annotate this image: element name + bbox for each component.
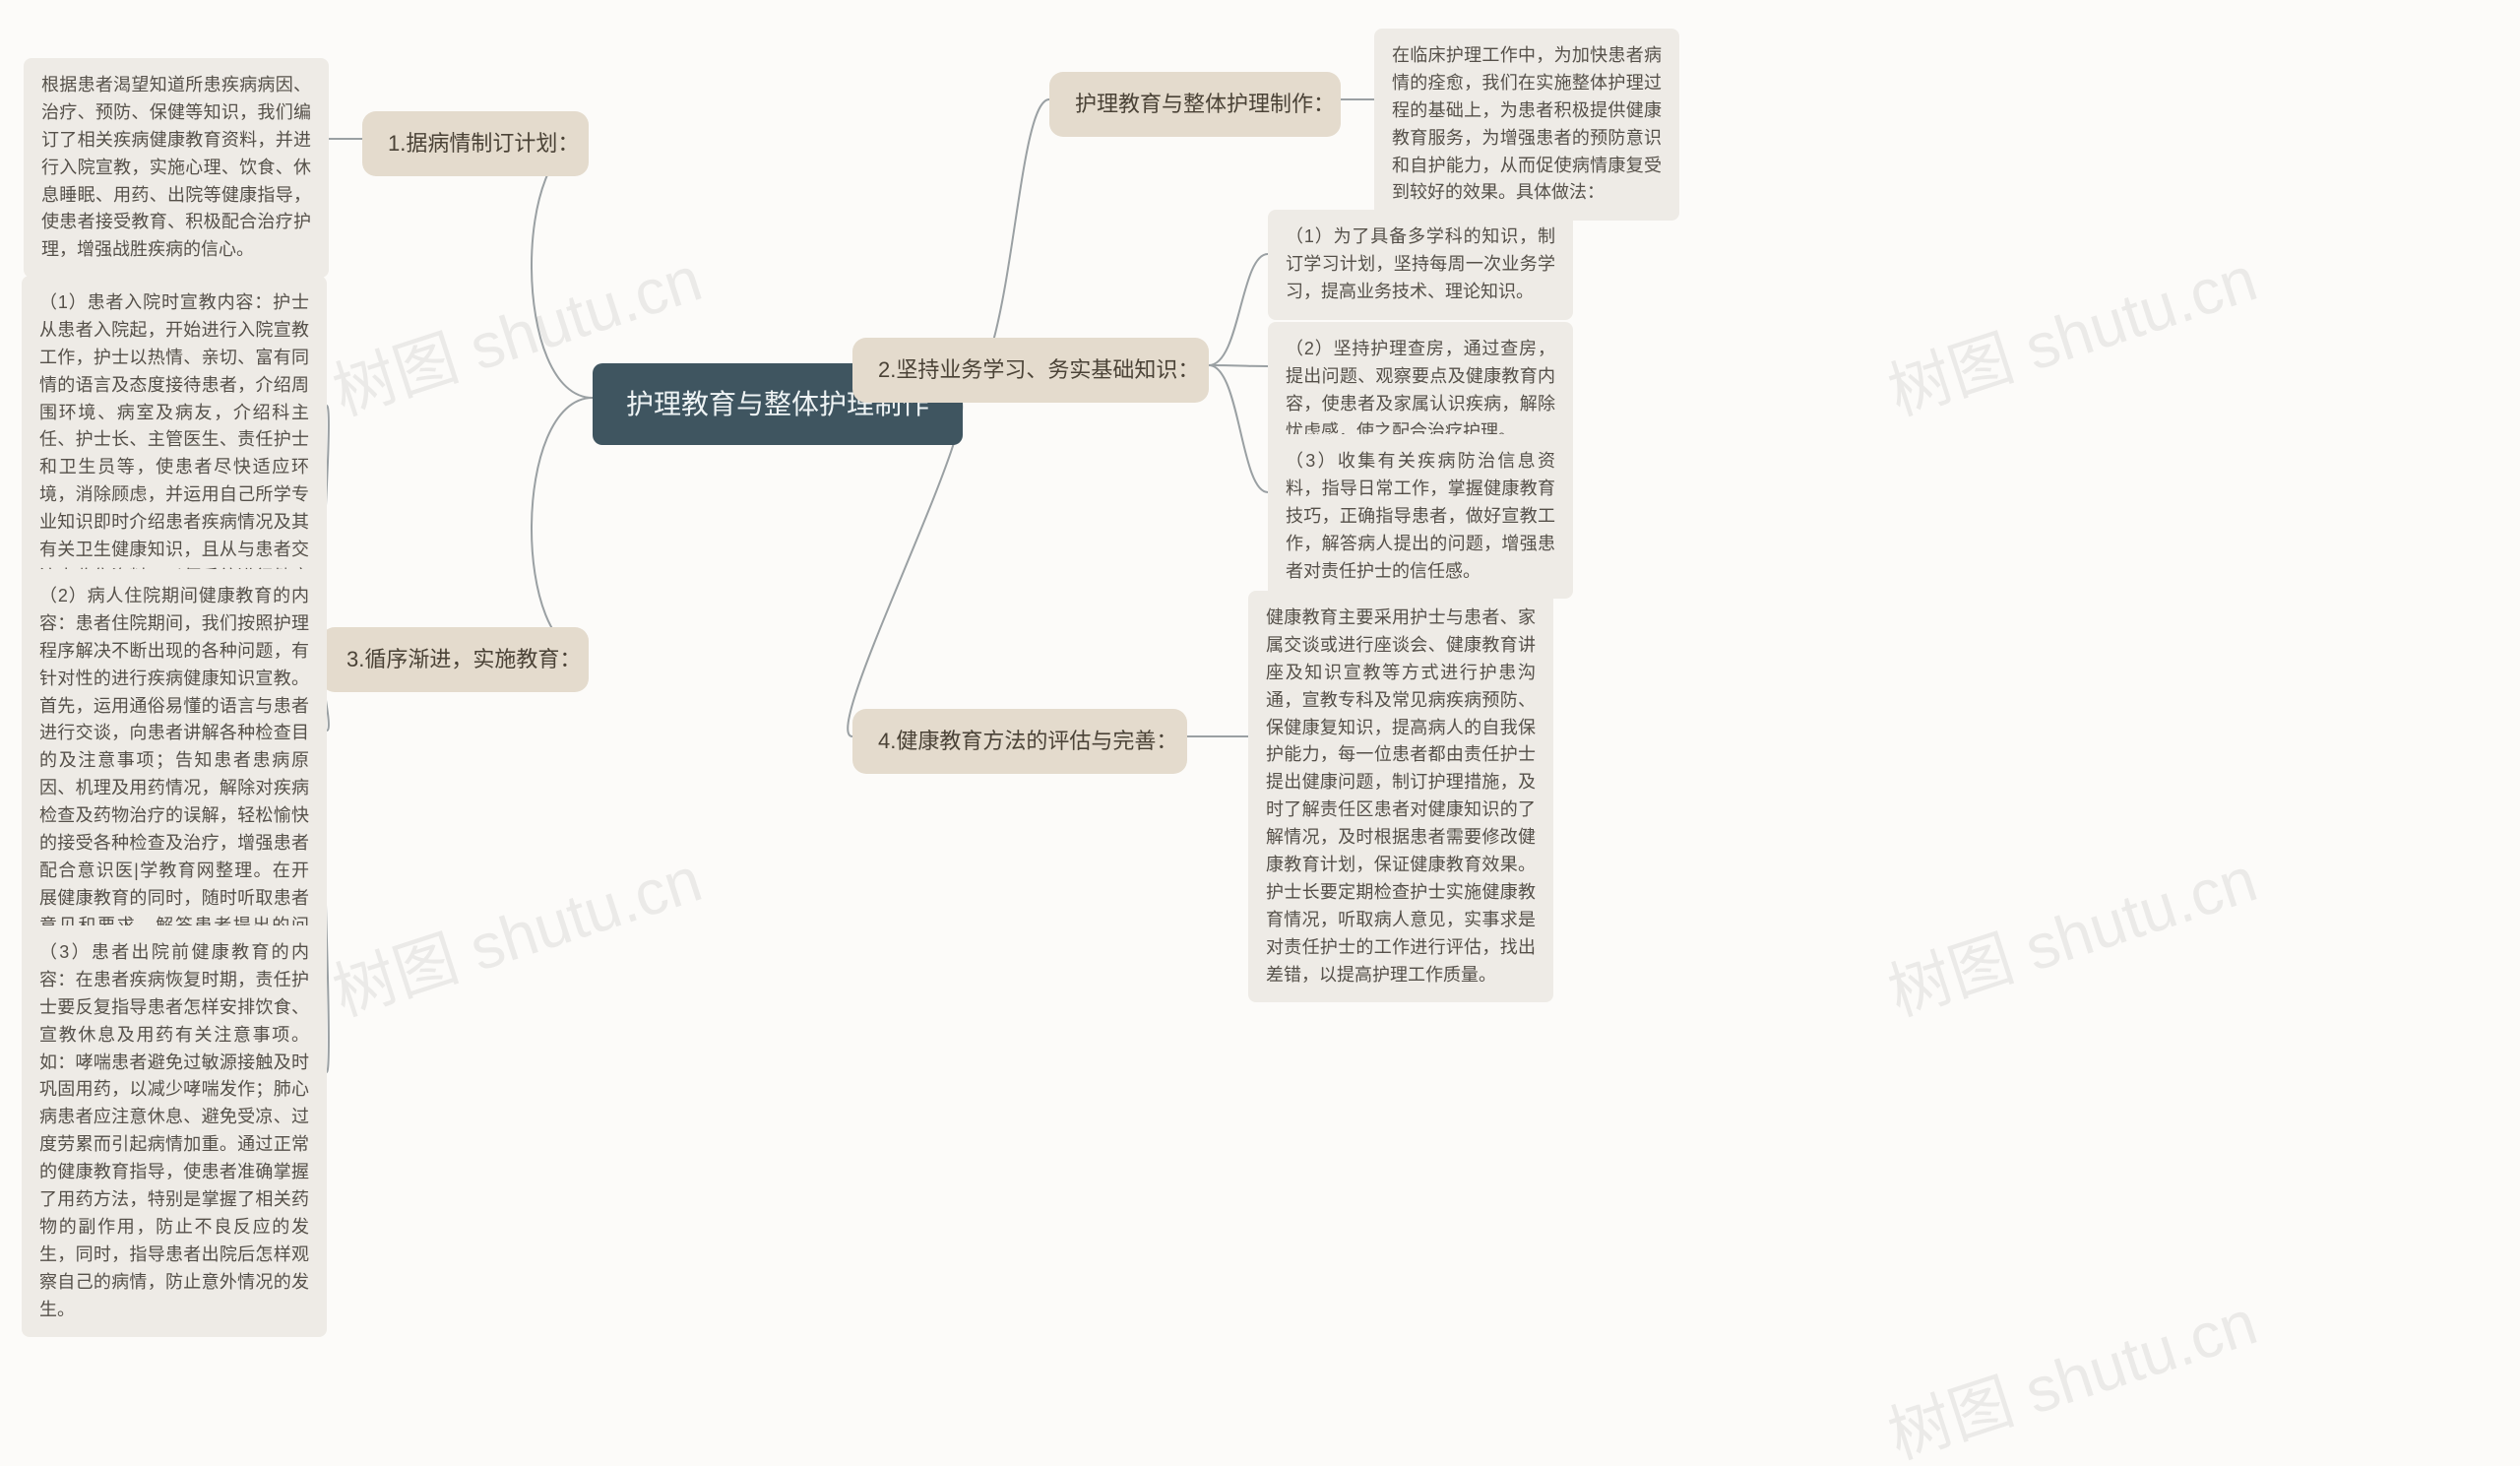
watermark: 树图 shutu.cn xyxy=(1875,228,2266,432)
leaf-right-0-0: 在临床护理工作中，为加快患者病情的痊愈，我们在实施整体护理过程的基础上，为患者积… xyxy=(1374,29,1679,221)
branch-right-0: 护理教育与整体护理制作： xyxy=(1049,72,1341,137)
connector-path xyxy=(532,139,593,398)
branch-left-1: 3.循序渐进，实施教育： xyxy=(321,627,589,692)
watermark: 树图 shutu.cn xyxy=(1875,829,2266,1033)
branch-right-2: 4.健康教育方法的评估与完善： xyxy=(852,709,1187,774)
connector-path xyxy=(1209,254,1268,365)
watermark: 树图 shutu.cn xyxy=(1875,1272,2266,1466)
watermark: 树图 shutu.cn xyxy=(320,829,711,1033)
connector-path xyxy=(1209,365,1268,492)
leaf-right-1-2: （3）收集有关疾病防治信息资料，指导日常工作，掌握健康教育技巧，正确指导患者，做… xyxy=(1268,434,1573,599)
connector-path xyxy=(532,398,593,655)
connector-path xyxy=(848,398,962,736)
leaf-right-1-0: （1）为了具备多学科的知识，制订学习计划，坚持每周一次业务学习，提高业务技术、理… xyxy=(1268,210,1573,320)
branch-right-1: 2.坚持业务学习、务实基础知识： xyxy=(852,338,1209,403)
leaf-left-1-2: （3）患者出院前健康教育的内容：在患者疾病恢复时期，责任护士要反复指导患者怎样安… xyxy=(22,925,327,1337)
leaf-left-0-0: 根据患者渴望知道所患疾病病因、治疗、预防、保健等知识，我们编订了相关疾病健康教育… xyxy=(24,58,329,278)
branch-left-0: 1.据病情制订计划： xyxy=(362,111,589,176)
leaf-right-2-0: 健康教育主要采用护士与患者、家属交谈或进行座谈会、健康教育讲座及知识宣教等方式进… xyxy=(1248,591,1553,1002)
connector-path xyxy=(1209,365,1268,366)
